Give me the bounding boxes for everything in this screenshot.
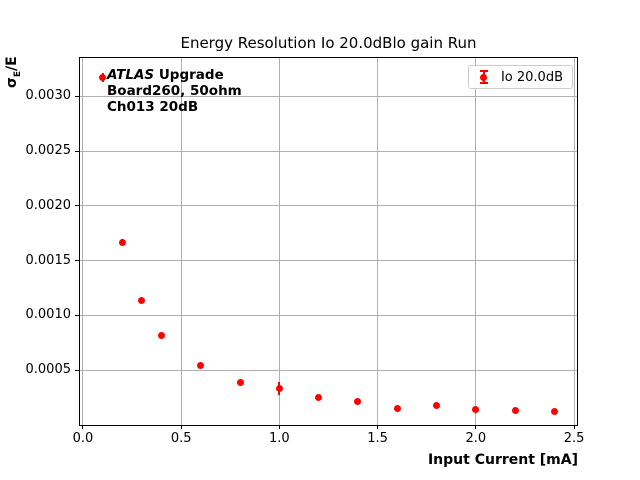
- y-tick-label: 0.0025: [25, 143, 72, 159]
- y-gridline: [80, 95, 577, 97]
- x-axis-title: Input Current [mA]: [427, 452, 578, 468]
- y-gridline: [80, 314, 577, 316]
- annotation-line-3: Ch013 20dB: [107, 99, 199, 115]
- y-tick-mark: [75, 314, 79, 316]
- legend-errorbar-cap-bottom: [479, 82, 488, 84]
- x-tick-label: 2.0: [465, 431, 487, 446]
- y-tick-mark: [75, 260, 79, 262]
- y-tick-mark: [75, 150, 79, 152]
- data-point: [275, 385, 283, 393]
- legend-point-icon: [480, 73, 488, 81]
- data-point: [158, 331, 166, 339]
- x-tick-mark: [82, 425, 84, 429]
- data-point: [433, 401, 441, 409]
- annotation-block: ATLAS Upgrade Board260, 50ohm Ch013 20dB: [107, 67, 242, 115]
- legend-label: Io 20.0dB: [500, 69, 563, 85]
- y-axis-title-sigma: σ: [4, 77, 20, 88]
- data-point: [550, 408, 558, 416]
- annotation-line-1: ATLAS Upgrade: [107, 67, 242, 83]
- y-tick-mark: [75, 205, 79, 207]
- data-point: [315, 394, 323, 402]
- data-point: [472, 406, 480, 414]
- x-tick-mark: [377, 425, 379, 429]
- annotation-line-2: Board260, 50ohm: [107, 83, 242, 99]
- annotation-atlas: ATLAS: [107, 67, 155, 83]
- x-gridline: [377, 58, 379, 425]
- x-tick-mark: [278, 425, 280, 429]
- x-gridline: [573, 58, 575, 425]
- x-tick-label: 1.0: [269, 431, 290, 446]
- x-tick-label: 0.0: [72, 431, 94, 446]
- x-gridline: [180, 58, 182, 425]
- x-tick-label: 2.5: [563, 431, 585, 446]
- y-gridline: [80, 205, 577, 207]
- x-tick-mark: [475, 425, 477, 429]
- legend: Io 20.0dB: [467, 65, 573, 89]
- errorbar-marker-icon: [476, 69, 492, 85]
- y-gridline: [80, 150, 577, 152]
- data-point: [138, 296, 146, 304]
- x-gridline: [82, 58, 84, 425]
- data-point: [511, 407, 519, 415]
- x-gridline: [278, 58, 280, 425]
- y-tick-mark: [75, 95, 79, 97]
- x-tick-label: 0.5: [170, 431, 192, 446]
- y-axis-title-rest: /E: [4, 56, 20, 71]
- y-tick-label: 0.0030: [25, 88, 72, 104]
- y-gridline: [80, 369, 577, 371]
- x-tick-mark: [573, 425, 575, 429]
- y-tick-label: 0.0005: [25, 362, 72, 378]
- data-point: [99, 74, 107, 82]
- data-point: [197, 362, 205, 370]
- legend-errorbar-cap-top: [479, 70, 488, 72]
- plot-area: ATLAS Upgrade Board260, 50ohm Ch013 20dB…: [26, 57, 584, 468]
- y-tick-label: 0.0010: [25, 307, 72, 323]
- annotation-upgrade: Upgrade: [158, 67, 224, 83]
- y-tick-label: 0.0015: [25, 252, 72, 268]
- y-tick-label: 0.0020: [25, 197, 72, 213]
- x-tick-mark: [180, 425, 182, 429]
- y-tick-mark: [75, 369, 79, 371]
- y-axis-title-sub: E: [12, 70, 23, 78]
- y-gridline: [80, 260, 577, 262]
- x-tick-label: 1.5: [367, 431, 388, 446]
- chart-title: Energy Resolution Io 20.0dBlo gain Run: [180, 34, 477, 52]
- y-axis-title: σE/E: [4, 56, 23, 88]
- x-gridline: [475, 58, 477, 425]
- data-point: [393, 405, 401, 413]
- data-point: [118, 238, 126, 246]
- data-point: [354, 398, 362, 406]
- data-point: [236, 378, 244, 386]
